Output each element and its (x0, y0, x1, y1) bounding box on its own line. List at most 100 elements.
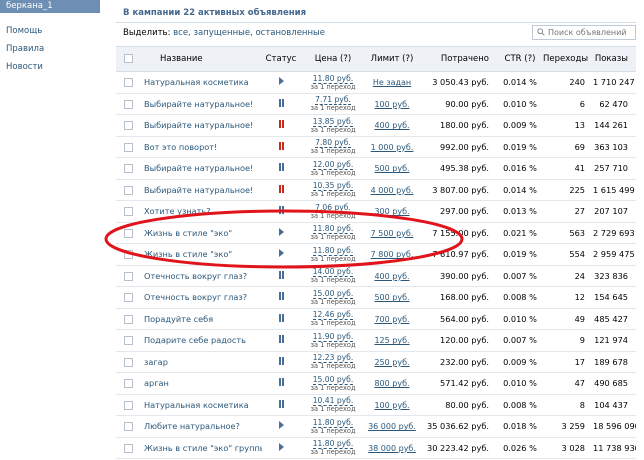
ad-name[interactable]: Любите натуральное? (140, 415, 262, 438)
row-checkbox[interactable] (123, 271, 133, 281)
pause-icon[interactable] (278, 163, 284, 172)
row-checkbox[interactable] (123, 336, 133, 346)
limit-value[interactable]: 400 руб. (374, 271, 410, 281)
row-checkbox[interactable] (123, 314, 133, 324)
row-checkbox[interactable] (123, 357, 133, 367)
price-value[interactable]: 7.80 руб. (315, 138, 351, 149)
pause-red-icon[interactable] (278, 120, 284, 129)
price-value[interactable]: 12.00 руб. (312, 159, 354, 170)
ad-name[interactable]: Вот это поворот! (140, 136, 262, 158)
pause-icon[interactable] (278, 356, 284, 365)
limit-value[interactable]: 800 руб. (374, 379, 410, 389)
price-value[interactable]: 12.46 руб. (312, 310, 354, 321)
select-all-checkbox[interactable] (123, 54, 133, 63)
price-value[interactable]: 7.71 руб. (315, 95, 351, 106)
column-impressions[interactable]: Показы (593, 46, 636, 72)
limit-value[interactable]: 500 руб. (374, 164, 410, 174)
row-checkbox[interactable] (123, 142, 133, 152)
pause-icon[interactable] (278, 378, 284, 387)
limit-value[interactable]: 38 000 руб. (368, 443, 416, 453)
ad-name[interactable]: Натуральная косметика (140, 394, 262, 416)
sidebar-header[interactable]: беркана_1 (0, 0, 100, 13)
column-price[interactable]: Цена (?) (300, 46, 366, 72)
limit-value[interactable]: 125 руб. (374, 336, 410, 346)
row-checkbox[interactable] (123, 185, 133, 195)
pause-icon[interactable] (278, 292, 284, 301)
limit-value[interactable]: 1 000 руб. (370, 142, 414, 152)
limit-value[interactable]: 7 800 руб. (370, 250, 414, 260)
ad-name[interactable]: Жизнь в стиле "эко" (140, 243, 262, 266)
play-icon[interactable] (278, 77, 284, 86)
sidebar-link-news[interactable]: Новости (6, 62, 43, 72)
ad-name[interactable]: Подарите себе радость (140, 329, 262, 352)
row-checkbox[interactable] (123, 78, 133, 88)
ad-name[interactable]: Отечность вокруг глаз? (140, 265, 262, 287)
limit-value[interactable]: 7 500 руб. (370, 228, 414, 238)
search-box[interactable] (532, 25, 636, 40)
column-name[interactable]: Название (140, 46, 262, 72)
ad-name[interactable]: загар (140, 351, 262, 373)
column-status[interactable]: Статус (262, 46, 300, 72)
limit-value[interactable]: 100 руб. (374, 400, 410, 410)
price-value[interactable]: 11.80 руб. (312, 417, 354, 428)
limit-value[interactable]: 400 руб. (374, 121, 410, 131)
row-checkbox[interactable] (123, 164, 133, 174)
price-value[interactable]: 15.00 руб. (312, 374, 354, 385)
play-icon[interactable] (278, 249, 284, 258)
column-limit[interactable]: Лимит (?) (366, 46, 418, 72)
limit-value[interactable]: Не задан (372, 78, 412, 88)
ad-name[interactable]: Выбирайте натуральное! (140, 93, 262, 115)
row-checkbox[interactable] (123, 250, 133, 260)
ad-name[interactable]: Выбирайте натуральное! (140, 157, 262, 180)
row-checkbox[interactable] (123, 99, 133, 109)
price-value[interactable]: 15.00 руб. (312, 288, 354, 299)
pause-icon[interactable] (278, 270, 284, 279)
ad-name[interactable]: Отечность вокруг глаз? (140, 286, 262, 309)
pause-icon[interactable] (278, 335, 284, 344)
price-value[interactable]: 11.90 руб. (312, 331, 354, 342)
row-checkbox[interactable] (123, 400, 133, 410)
price-value[interactable]: 7.06 руб. (315, 202, 351, 213)
ad-name[interactable]: Жизнь в стиле "эко" группы эко (140, 437, 262, 459)
limit-value[interactable]: 300 руб. (374, 207, 410, 217)
limit-value[interactable]: 700 руб. (374, 314, 410, 324)
pause-red-icon[interactable] (278, 184, 284, 193)
price-value[interactable]: 13.85 руб. (312, 116, 354, 127)
price-value[interactable]: 14.00 руб. (312, 267, 354, 278)
limit-value[interactable]: 250 руб. (374, 357, 410, 367)
row-checkbox[interactable] (123, 293, 133, 303)
price-value[interactable]: 10.41 руб. (312, 396, 354, 407)
column-spent[interactable]: Потрачено (418, 46, 497, 72)
ad-name[interactable]: арган (140, 372, 262, 395)
ad-name[interactable]: Порадуйте себя (140, 308, 262, 330)
ad-name[interactable]: Натуральная косметика (140, 71, 262, 94)
ad-name[interactable]: Выбирайте натуральное! (140, 179, 262, 201)
row-checkbox[interactable] (123, 443, 133, 453)
price-value[interactable]: 11.80 руб. (312, 439, 354, 450)
play-icon[interactable] (278, 227, 284, 236)
row-checkbox[interactable] (123, 422, 133, 432)
row-checkbox[interactable] (123, 379, 133, 389)
pause-icon[interactable] (278, 98, 284, 107)
ad-name[interactable]: Хотите узнать? (140, 200, 262, 223)
row-checkbox[interactable] (123, 121, 133, 131)
column-ctr[interactable]: CTR (?) (497, 46, 543, 72)
search-input[interactable] (548, 27, 634, 38)
price-value[interactable]: 10.35 руб. (312, 181, 354, 192)
ad-name[interactable]: Жизнь в стиле "эко" (140, 222, 262, 244)
row-checkbox[interactable] (123, 228, 133, 238)
play-icon[interactable] (278, 442, 284, 451)
sidebar-link-help[interactable]: Помощь (6, 26, 43, 36)
column-clicks[interactable]: Переходы (543, 46, 593, 72)
pause-icon[interactable] (278, 399, 284, 408)
sidebar-link-rules[interactable]: Правила (6, 44, 45, 54)
limit-value[interactable]: 4 000 руб. (370, 185, 414, 195)
limit-value[interactable]: 500 руб. (374, 293, 410, 303)
pause-icon[interactable] (278, 313, 284, 322)
price-value[interactable]: 12.23 руб. (312, 353, 354, 364)
price-value[interactable]: 11.80 руб. (312, 73, 354, 84)
pause-red-icon[interactable] (278, 141, 284, 150)
ad-name[interactable]: Выбирайте натуральное! (140, 114, 262, 137)
play-icon[interactable] (278, 421, 284, 430)
row-checkbox[interactable] (123, 207, 133, 217)
